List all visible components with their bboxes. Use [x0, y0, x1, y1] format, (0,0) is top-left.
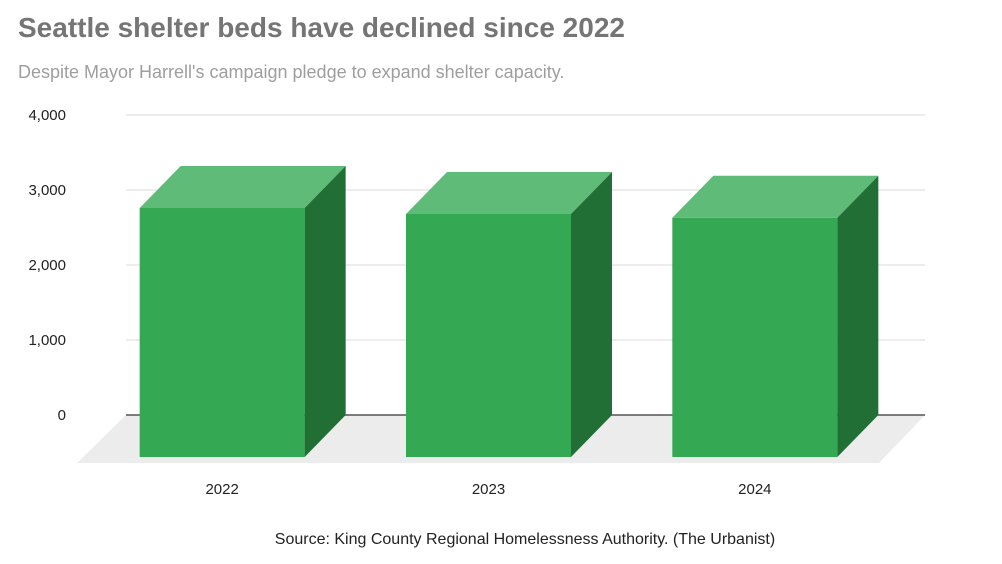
source-note: Source: King County Regional Homelessnes… [275, 531, 775, 548]
bar-front-face [139, 208, 305, 457]
bar-front-face [406, 214, 571, 457]
y-tick-label: 1,000 [28, 332, 66, 349]
chart-title: Seattle shelter beds have declined since… [18, 12, 625, 43]
y-tick-label: 2,000 [28, 257, 66, 274]
bar-top-face [406, 172, 612, 214]
x-tick-label: 2023 [472, 481, 505, 498]
bar-side-face [304, 166, 346, 457]
bar-2023 [406, 172, 612, 457]
x-tick-label: 2022 [205, 481, 238, 498]
y-tick-label: 0 [58, 407, 66, 424]
y-tick-label: 3,000 [28, 182, 66, 199]
y-tick-label: 4,000 [28, 107, 66, 124]
bar-2024 [672, 175, 879, 457]
x-tick-label: 2024 [738, 481, 771, 498]
bar-top-face [672, 175, 879, 218]
bar-top-face [139, 166, 346, 208]
bar-2022 [139, 166, 346, 457]
bar-side-face [837, 175, 879, 457]
bar-front-face [672, 217, 838, 457]
bar-side-face [571, 172, 612, 457]
chart-subtitle: Despite Mayor Harrell's campaign pledge … [18, 62, 565, 82]
